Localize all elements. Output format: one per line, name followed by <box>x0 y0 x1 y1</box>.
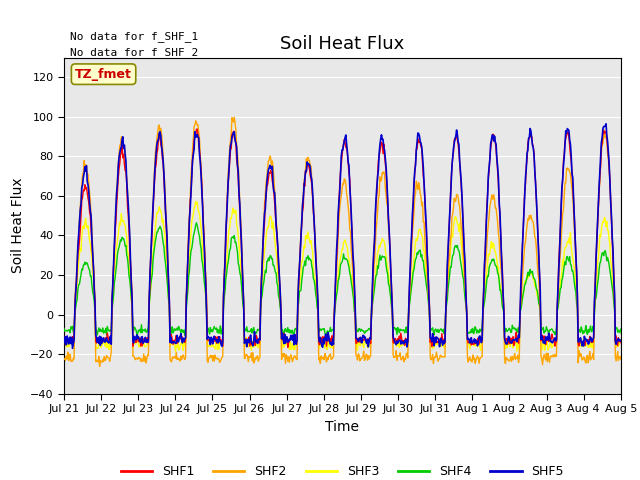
Title: Soil Heat Flux: Soil Heat Flux <box>280 35 404 53</box>
Text: TZ_fmet: TZ_fmet <box>75 68 132 81</box>
Y-axis label: Soil Heat Flux: Soil Heat Flux <box>10 178 24 274</box>
X-axis label: Time: Time <box>325 420 360 433</box>
Text: No data for f_SHF_2: No data for f_SHF_2 <box>70 48 198 59</box>
Text: No data for f_SHF_1: No data for f_SHF_1 <box>70 31 198 42</box>
Legend: SHF1, SHF2, SHF3, SHF4, SHF5: SHF1, SHF2, SHF3, SHF4, SHF5 <box>116 460 569 480</box>
